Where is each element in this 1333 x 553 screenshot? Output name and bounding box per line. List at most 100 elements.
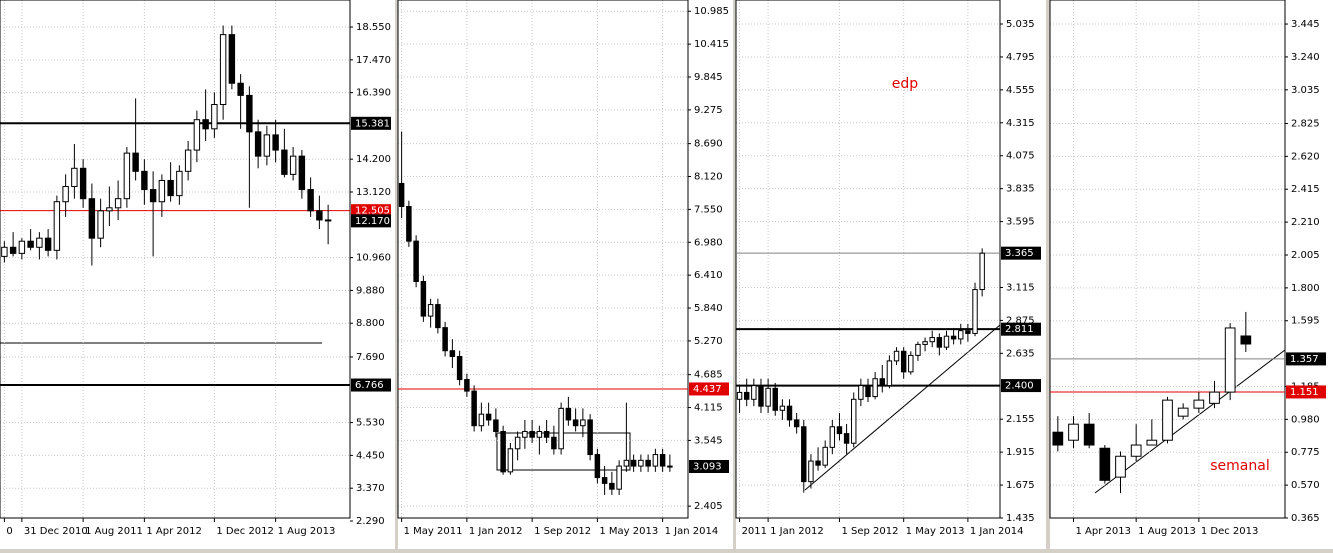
y-tick-label: 6.410 <box>694 270 723 281</box>
y-tick-label: 2.875 <box>1006 315 1035 326</box>
candle-bear <box>1083 423 1095 446</box>
price-label-box <box>1001 322 1041 336</box>
candle-bull <box>808 460 814 483</box>
x-tick-label: 1 Jan 2012 <box>469 526 523 537</box>
price-label: 15.381 <box>355 118 390 129</box>
candle-bear <box>743 391 750 400</box>
candle-bull <box>427 304 434 317</box>
candle-bear <box>865 385 871 398</box>
candle-bull <box>1193 399 1205 409</box>
y-tick-label: 3.240 <box>1291 52 1320 63</box>
y-tick-label: 17.470 <box>356 55 391 66</box>
candle-bear <box>167 179 174 197</box>
y-tick-label: 3.370 <box>356 483 385 494</box>
x-tick-label: 1 Dec 2013 <box>1201 526 1259 537</box>
price-label-box <box>689 459 729 473</box>
candle-bear <box>572 419 579 427</box>
candle-bull <box>979 252 985 291</box>
candle-bear <box>772 387 778 411</box>
plot-frame <box>735 0 1001 519</box>
candle-bear <box>202 119 209 130</box>
candle-bear <box>324 219 332 222</box>
y-tick-label: 4.115 <box>694 403 723 414</box>
y-tick-label: 8.120 <box>694 172 723 183</box>
candle-bear <box>836 426 843 435</box>
candle-bull <box>779 405 786 411</box>
candle-bear <box>456 355 463 381</box>
plot-frame <box>397 0 689 519</box>
candle-bear <box>815 460 821 466</box>
candle-bull <box>1224 327 1236 393</box>
candle-bull <box>972 289 978 334</box>
candle-bear <box>307 189 314 212</box>
x-tick-label: 1 May 2013 <box>599 526 658 537</box>
candle-bear <box>88 198 96 239</box>
price-label: 2.400 <box>1005 381 1034 392</box>
y-tick-label: 3.035 <box>1291 85 1320 96</box>
panel-bg <box>398 0 733 549</box>
candle-bull <box>915 343 921 356</box>
candle-bull <box>886 360 893 387</box>
candle-bull <box>514 436 521 450</box>
y-tick-label: 2.635 <box>1006 348 1035 359</box>
x-tick-label: 0 <box>6 526 12 537</box>
x-tick-label: 1 Aug 2013 <box>278 526 336 537</box>
y-tick-label: 0.980 <box>1291 414 1320 425</box>
y-tick-label: 8.690 <box>694 139 723 150</box>
y-tick-label: 2.825 <box>1291 118 1320 129</box>
panel-bg <box>1050 0 1333 549</box>
candle-bull <box>1115 455 1126 478</box>
candle-bear <box>449 350 456 357</box>
candle-bear <box>413 240 419 282</box>
candle-bull <box>893 350 900 362</box>
x-tick-label: 1 Jan 2012 <box>770 526 824 537</box>
candle-bear <box>298 155 306 191</box>
y-tick-label: 4.450 <box>356 450 385 461</box>
y-tick-label: 16.390 <box>356 88 391 99</box>
x-tick-label: 1 May 2011 <box>404 526 463 537</box>
candle-bear <box>493 419 499 432</box>
trend-line <box>1094 349 1286 494</box>
candle-bear <box>406 206 412 242</box>
candle-bear <box>601 477 608 484</box>
price-label-box <box>351 116 391 130</box>
x-tick-label: 1 May 2013 <box>906 526 965 537</box>
candle-bull <box>929 337 935 343</box>
candle-bull <box>1177 407 1189 417</box>
y-tick-label: 18.550 <box>356 22 391 33</box>
candle-bear <box>435 304 441 329</box>
y-tick-label: 6.980 <box>694 237 723 248</box>
y-tick-label: 2.155 <box>1006 414 1035 425</box>
y-tick-label: 5.035 <box>1006 19 1035 30</box>
x-tick-label: 2011 <box>742 526 767 537</box>
candle-bull <box>289 155 297 175</box>
y-tick-label: 2.415 <box>1291 184 1320 195</box>
candle-bear <box>609 482 615 490</box>
x-tick-label: 1 Sep 2012 <box>841 526 898 537</box>
candle-bear <box>254 131 262 157</box>
candle-bull <box>97 210 104 239</box>
price-label: 3.093 <box>693 461 722 472</box>
candle-bear <box>965 330 971 334</box>
candle-bull <box>1209 391 1220 404</box>
y-tick-label: 10.415 <box>694 39 729 50</box>
y-tick-label: 5.840 <box>694 303 723 314</box>
candle-bull <box>1130 444 1142 457</box>
candle-bear <box>228 34 236 84</box>
y-tick-label: 0.570 <box>1291 480 1320 491</box>
y-tick-label: 3.835 <box>1006 184 1035 195</box>
y-tick-label: 9.845 <box>694 72 723 83</box>
y-tick-label: 2.620 <box>1291 151 1320 162</box>
candle-bear <box>9 246 17 254</box>
candle-bear <box>442 327 448 352</box>
panel-bg <box>736 0 1046 549</box>
candle-bear <box>594 454 601 479</box>
x-tick-label: 1 Dec 2012 <box>216 526 274 537</box>
x-tick-label: 1 Jan 2014 <box>665 526 719 537</box>
x-tick-label: 31 Dec 2010 <box>24 526 88 537</box>
plot-frame <box>1049 0 1286 519</box>
candle-bull <box>478 413 485 427</box>
y-tick-label: 2.005 <box>1291 250 1320 261</box>
candle-bear <box>659 454 666 467</box>
